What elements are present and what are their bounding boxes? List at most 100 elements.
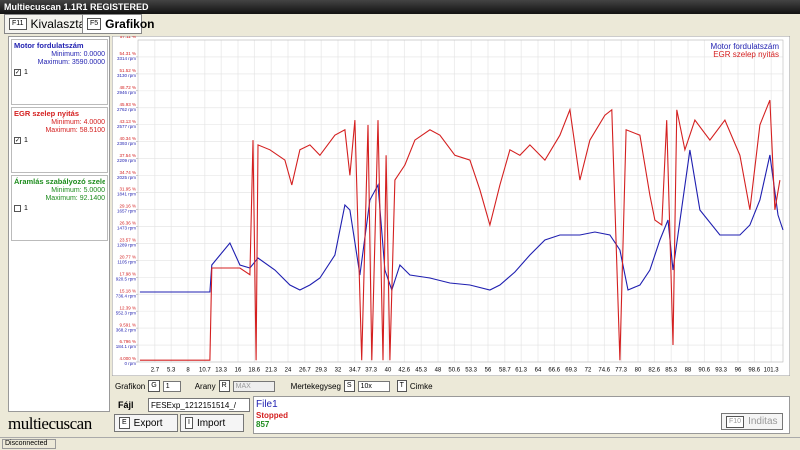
y-tick-label: 2762 rpm: [117, 107, 136, 112]
x-tick-label: 16: [235, 368, 242, 374]
parameter-row: ✓ 1: [14, 137, 105, 144]
y2-tick-label: 57.11 %: [120, 36, 136, 39]
checkbox[interactable]: ✓: [14, 137, 21, 144]
plot-area: [137, 39, 784, 363]
parameter: Áramlás szabályozó szelep nyitásMinimum:…: [11, 175, 108, 241]
parameter-maximum: Maximum: 92.1400: [45, 195, 105, 202]
parameter-maximum: Maximum: 58.5100: [45, 127, 105, 134]
y2-tick-label: 9.591 %: [119, 322, 136, 327]
parameter-name: Áramlás szabályozó szelep nyitás: [14, 177, 105, 186]
y2-tick-label: 15.18 %: [119, 288, 136, 293]
x-tick-label: 101.3: [764, 368, 780, 374]
scale-label: 1: [24, 137, 28, 144]
x-tick-label: 66.6: [548, 368, 560, 374]
file-value: FESExp_1212151514_/: [151, 400, 236, 410]
y2-tick-label: 31.95 %: [119, 187, 136, 192]
parameter-minimum: Minimum: 4.0000: [51, 119, 105, 126]
y2-tick-label: 40.34 %: [119, 136, 136, 141]
y-tick-label: 736.4 rpm: [116, 293, 137, 298]
combo-value: 10x: [360, 382, 372, 390]
status-bar: Disconnected: [0, 437, 800, 450]
file-combo[interactable]: FESExp_1212151514_/: [148, 398, 250, 412]
y2-tick-label: 54.31 %: [119, 51, 136, 56]
key[interactable]: R: [218, 380, 230, 392]
checkbox[interactable]: ✓: [14, 69, 21, 76]
y2-tick-label: 45.93 %: [119, 102, 136, 107]
checkbox[interactable]: [14, 205, 21, 212]
x-tick-label: 69.3: [565, 368, 577, 374]
x-tick-label: 72: [585, 368, 592, 374]
key[interactable]: G: [148, 380, 160, 392]
x-tick-label: 45.3: [415, 368, 427, 374]
combo[interactable]: 10x: [357, 380, 390, 392]
y-tick-label: 3314 rpm: [117, 56, 136, 61]
y-tick-label: 0 rpm: [124, 361, 136, 366]
key: I: [185, 417, 193, 429]
y-tick-label: 2025 rpm: [117, 175, 136, 180]
scale-label: 1: [24, 69, 28, 76]
x-tick-label: 53.3: [465, 368, 477, 374]
key: F10: [726, 415, 745, 428]
x-tick-label: 85.3: [665, 368, 677, 374]
y-tick-label: 2393 rpm: [117, 141, 136, 146]
chart-frame: [112, 36, 790, 376]
x-tick-label: 82.6: [648, 368, 660, 374]
export-button[interactable]: E Export: [114, 414, 178, 432]
tab-label: Grafikon: [105, 17, 155, 31]
series-line: [139, 149, 784, 293]
file-name: File1: [256, 399, 278, 410]
tab-label: Kivalasztas: [30, 17, 92, 31]
import-button[interactable]: I Import: [180, 414, 244, 432]
y2-tick-label: 12.39 %: [119, 305, 136, 310]
y2-tick-label: 4.000 %: [119, 356, 136, 361]
series-line: [139, 99, 781, 361]
parameter-minimum: Minimum: 0.0000: [51, 51, 105, 58]
start-button: F10 Inditas: [721, 413, 783, 430]
x-tick-label: 88: [685, 368, 692, 374]
y2-tick-label: 43.13 %: [119, 119, 136, 124]
tab-active[interactable]: F5 Grafikon: [82, 14, 155, 34]
tab[interactable]: F11 Kivalasztas: [4, 14, 92, 34]
tab-key: F11: [9, 18, 27, 30]
y-tick-label: 1657 rpm: [117, 209, 136, 214]
combo-value: MAX: [235, 382, 251, 390]
x-tick-label: 74.6: [598, 368, 610, 374]
label: Mertekegyseg: [290, 381, 341, 391]
y2-tick-label: 51.52 %: [119, 68, 136, 73]
x-tick-label: 48: [435, 368, 442, 374]
parameter: EGR szelep nyitás Minimum: 4.0000 Maximum:…: [11, 107, 108, 173]
y-tick-label: 920.5 rpm: [116, 276, 137, 281]
x-tick-label: 24: [285, 368, 292, 374]
file-label: Fájl: [118, 400, 134, 410]
x-tick-label: 64: [535, 368, 542, 374]
label: Arany: [194, 381, 216, 391]
logo: multiecuscan: [8, 414, 92, 433]
key[interactable]: T: [396, 380, 407, 392]
x-tick-label: 2.7: [151, 368, 160, 374]
chart: 4.000 % 6.796 % 9.591 % 12.39 % 15.18 % 17.98…: [112, 36, 790, 376]
y2-tick-label: 34.74 %: [119, 170, 136, 175]
parameter-maximum: Maximum: 3590.0000: [37, 59, 105, 66]
scale-label: 1: [24, 205, 28, 212]
parameter-name: Motor fordulatszám: [14, 41, 84, 50]
combo-value: 1: [165, 382, 170, 390]
key[interactable]: S: [343, 380, 355, 392]
y-tick-label: 368.2 rpm: [116, 327, 137, 332]
x-tick-label: 98.6: [748, 368, 760, 374]
x-tick-label: 13.3: [215, 368, 227, 374]
parameter: Motor fordulatszám Minimum: 0.0000 Maximum…: [11, 39, 108, 105]
y2-tick-label: 37.54 %: [119, 153, 136, 158]
y2-tick-label: 29.16 %: [119, 204, 136, 209]
y2-tick-label: 20.77 %: [119, 255, 136, 260]
connection-status: Disconnected: [2, 439, 56, 449]
y-tick-label: 1841 rpm: [117, 192, 136, 197]
key: E: [119, 417, 130, 429]
x-tick-label: 42.6: [398, 368, 410, 374]
button-label: Import: [196, 417, 226, 429]
status-panel: File1 Stopped 857 F10 Inditas: [253, 396, 790, 434]
button-label: Inditas: [748, 416, 778, 427]
y-tick-label: 1473 rpm: [117, 226, 136, 231]
y-tick-label: 1105 rpm: [117, 259, 136, 264]
combo[interactable]: 1: [162, 380, 181, 392]
